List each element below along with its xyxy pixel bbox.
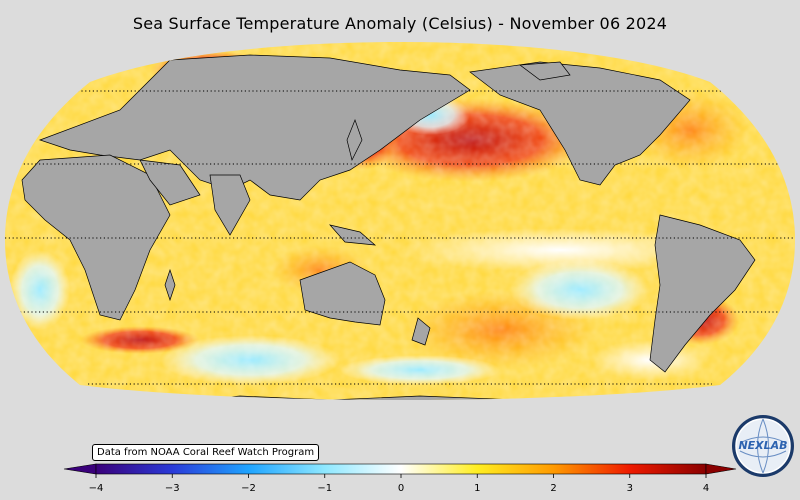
- colorbar: [63, 463, 737, 478]
- arabia-landmass: [139, 159, 201, 206]
- greenland-landmass: [519, 61, 571, 81]
- borneo-landmass: [329, 224, 377, 246]
- colorbar-tick-label: 1: [474, 483, 481, 494]
- globe-grid-icon: [739, 418, 787, 474]
- madagascar-landmass: [164, 268, 176, 302]
- india-landmass: [209, 174, 251, 236]
- data-source-note: Data from NOAA Coral Reef Watch Program: [92, 444, 320, 461]
- colorbar-tick-label: −1: [317, 483, 333, 494]
- eurasia-landmass: [38, 54, 471, 201]
- north-america-landmass: [469, 61, 691, 186]
- colorbar-tick-label: 3: [626, 483, 633, 494]
- colorbar-min-arrow: [63, 463, 97, 475]
- antarctica-landmass: [139, 395, 661, 400]
- south-america-landmass: [649, 214, 756, 373]
- nexlab-logo: NEXLAB: [732, 415, 794, 477]
- map-title: Sea Surface Temperature Anomaly (Celsius…: [132, 14, 668, 33]
- colorbar-gradient: [95, 463, 707, 475]
- colorbar-tick-label: 2: [550, 483, 557, 494]
- land-masses: [21, 54, 756, 400]
- ocean-layer: [5, 42, 795, 400]
- new-zealand-landmass: [411, 317, 431, 346]
- logo-wordmark: NEXLAB: [738, 439, 787, 452]
- colorbar-tick-label: 0: [397, 483, 405, 494]
- colorbar-tick-label: −3: [164, 483, 180, 494]
- colorbar-tick-label: −4: [88, 483, 104, 494]
- australia-landmass: [299, 261, 386, 326]
- colorbar-max-arrow: [705, 463, 737, 475]
- colorbar-tick-label: −2: [241, 483, 256, 494]
- japan-landmass: [346, 119, 363, 162]
- latitude-gridlines: [5, 90, 795, 385]
- colorbar-tick-label: 4: [702, 483, 710, 494]
